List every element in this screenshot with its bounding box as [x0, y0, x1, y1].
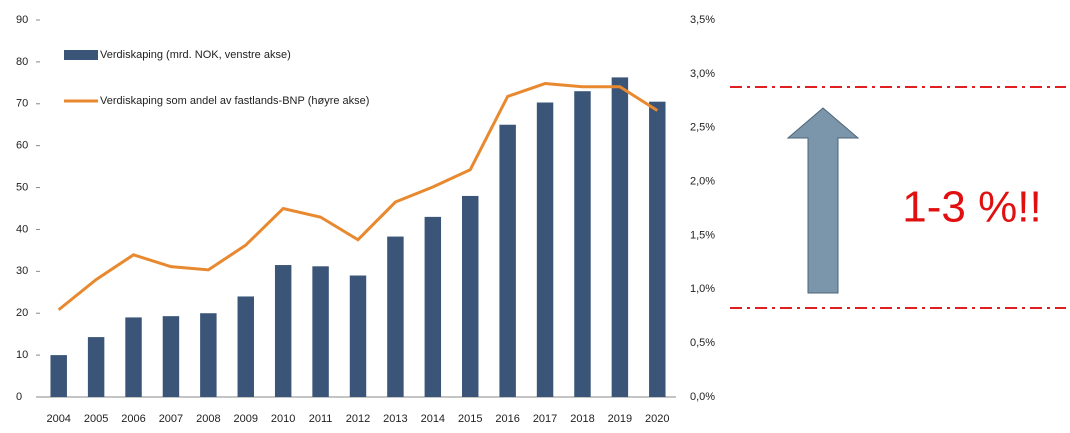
y2-tick-label: 2,5%	[690, 122, 715, 134]
bar	[649, 101, 666, 397]
bar	[424, 216, 442, 397]
y2-tick-label: 0,5%	[690, 337, 715, 349]
x-tick-label: 2014	[421, 413, 445, 425]
y-tick-label: 90	[16, 14, 28, 26]
x-tick-label: 2006	[121, 413, 145, 425]
y2-tick-label: 3,5%	[690, 14, 715, 26]
y-tick-label: 80	[16, 56, 28, 68]
y2-tick-label: 1,5%	[690, 229, 715, 241]
x-tick-label: 2005	[84, 413, 108, 425]
x-tick-label: 2008	[196, 413, 220, 425]
x-tick-label: 2016	[495, 413, 519, 425]
y-tick-label: 60	[16, 140, 28, 152]
bar	[536, 102, 554, 397]
line	[57, 82, 659, 311]
x-tick-label: 2013	[383, 413, 407, 425]
y2-tick-label: 3,0%	[690, 68, 715, 80]
legend-label: Verdiskaping (mrd. NOK, venstre akse)	[100, 49, 291, 61]
bar	[312, 266, 329, 397]
bar	[349, 275, 367, 397]
x-tick-label: 2019	[608, 413, 632, 425]
x-tick-label: 2007	[159, 413, 183, 425]
x-tick-label: 2009	[234, 413, 258, 425]
x-tick-label: 2020	[645, 413, 669, 425]
x-tick-label: 2018	[570, 413, 594, 425]
y-tick-label: 0	[16, 391, 22, 403]
y-tick-label: 50	[16, 181, 28, 193]
bar	[611, 77, 629, 397]
bar	[200, 313, 217, 397]
y-tick-label: 70	[16, 98, 28, 110]
x-tick-label: 2004	[46, 413, 70, 425]
bar	[237, 296, 254, 397]
x-tick-label: 2010	[271, 413, 295, 425]
legend-swatch	[64, 50, 98, 60]
x-tick-label: 2017	[533, 413, 557, 425]
y2-tick-label: 1,0%	[690, 283, 715, 295]
y-tick-label: 10	[16, 349, 28, 361]
y2-tick-label: 2,0%	[690, 175, 715, 187]
bar	[162, 316, 180, 397]
x-tick-label: 2011	[309, 413, 333, 425]
bar	[274, 265, 292, 397]
bar	[499, 124, 516, 397]
y2-tick-label: 0,0%	[690, 391, 715, 403]
bar	[125, 317, 142, 397]
arrow	[786, 107, 860, 294]
y-tick-label: 30	[16, 265, 28, 277]
bar	[50, 355, 67, 397]
legend-label: Verdiskaping som andel av fastlands-BNP …	[100, 95, 369, 107]
bar	[574, 91, 591, 397]
annotation: 1-3 %!!	[902, 183, 1041, 232]
bar	[462, 195, 479, 397]
y-tick-label: 20	[16, 307, 28, 319]
x-tick-label: 2015	[458, 413, 482, 425]
bar	[387, 236, 404, 397]
y-tick-label: 40	[16, 223, 28, 235]
x-tick-label: 2012	[346, 413, 370, 425]
bar	[87, 337, 105, 397]
